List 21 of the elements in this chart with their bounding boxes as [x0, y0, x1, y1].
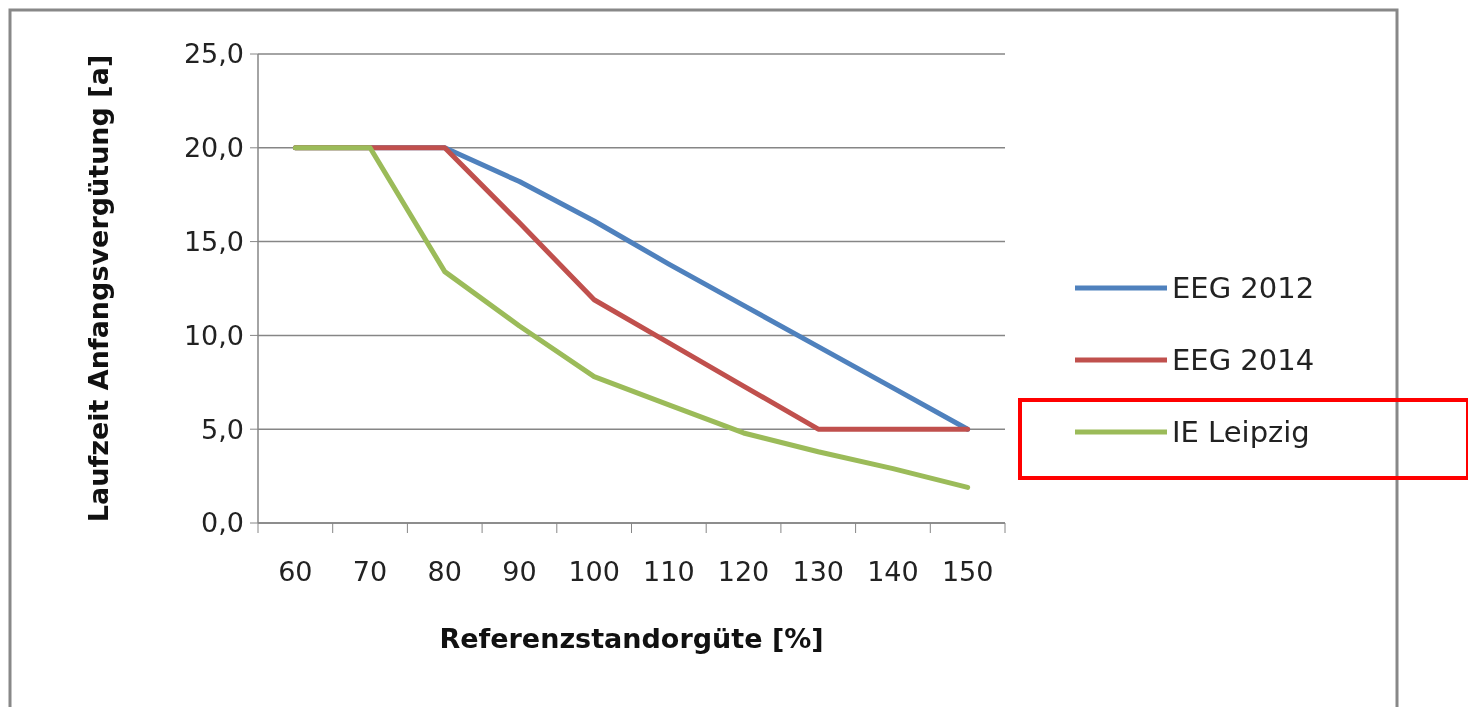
x-tick-label: 120	[717, 556, 770, 587]
y-tick-label: 5,0	[201, 413, 244, 445]
y-tick-label: 0,0	[201, 507, 244, 539]
x-tick-label: 140	[867, 556, 919, 587]
y-tick-label: 15,0	[183, 226, 244, 258]
legend-label: IE Leipzig	[1172, 415, 1310, 450]
y-tick-label: 25,0	[183, 38, 244, 70]
y-axis-title: Laufzeit Anfangsvergütung [a]	[83, 54, 114, 523]
legend-label: EEG 2014	[1172, 343, 1315, 378]
legend-label: EEG 2012	[1172, 271, 1315, 306]
x-axis-title: Referenzstandorgüte [%]	[439, 623, 824, 654]
x-tick-label: 80	[427, 556, 462, 587]
x-tick-label: 110	[643, 556, 695, 587]
y-tick-label: 20,0	[183, 132, 244, 164]
x-tick-label: 90	[502, 556, 537, 587]
y-tick-label: 10,0	[183, 319, 244, 351]
x-tick-label: 60	[278, 556, 313, 587]
x-tick-label: 130	[792, 556, 845, 587]
x-tick-label: 150	[941, 556, 994, 587]
x-tick-label: 70	[352, 556, 388, 587]
x-tick-label: 100	[568, 556, 620, 587]
